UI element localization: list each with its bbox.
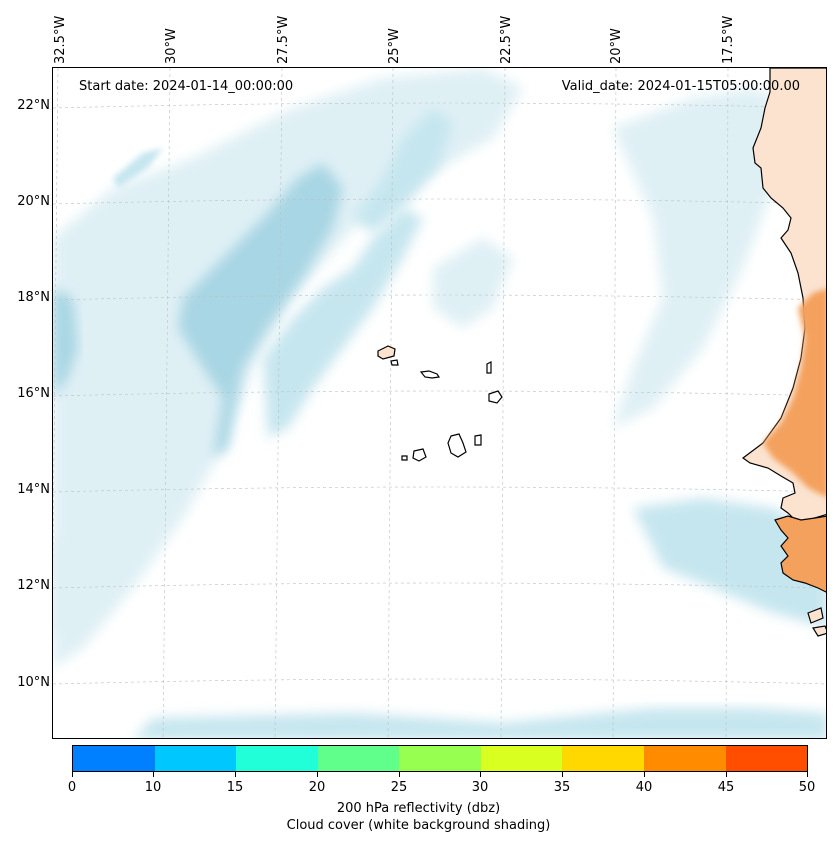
- map-canvas: [53, 68, 826, 738]
- colorbar-segment-8: [725, 746, 808, 771]
- cloud-region-south-east: [633, 498, 826, 628]
- colorbar-tick-45: [726, 772, 727, 777]
- colorbar-segment-4: [399, 746, 481, 771]
- lat-label-18n: 18°N: [17, 290, 50, 305]
- lat-label-20n: 20°N: [17, 194, 50, 209]
- colorbar-tick-label-45: 45: [717, 780, 735, 795]
- colorbar-tick-label-0: 0: [67, 780, 77, 795]
- lon-label-22-5w: 22.5°W: [499, 15, 514, 64]
- colorbar-segment-1: [154, 746, 237, 771]
- colorbar-tick-label-35: 35: [553, 780, 571, 795]
- lon-label-20w: 20°W: [609, 28, 624, 64]
- colorbar-tick-40: [644, 772, 645, 777]
- colorbar-tick-35: [562, 772, 563, 777]
- colorbar-segment-3: [317, 746, 400, 771]
- cloud-region-east: [613, 88, 793, 428]
- lon-label-25w: 25°W: [387, 28, 402, 64]
- map-panel[interactable]: Start date: 2024-01-14_00:00:00 Valid_da…: [52, 67, 827, 739]
- island-sao-nicolau: [419, 370, 441, 379]
- cloud-region-main: [178, 163, 343, 458]
- island-sao-vicente: [390, 359, 399, 366]
- island-fogo: [412, 448, 427, 462]
- colorbar-tick-label-25: 25: [390, 780, 408, 795]
- lat-label-14n: 14°N: [17, 482, 50, 497]
- cloud-region-mid: [433, 238, 513, 328]
- island-maio: [474, 434, 482, 446]
- colorbar-segment-6: [562, 746, 644, 771]
- lon-label-27-5w: 27.5°W: [276, 15, 291, 64]
- colorbar-tick-50: [807, 772, 808, 777]
- colorbar-label-reflectivity: 200 hPa reflectivity (dbz): [336, 801, 501, 816]
- island-boa-vista: [488, 390, 503, 404]
- land-bissagos-islands: [807, 607, 826, 637]
- africa-coast: [741, 68, 826, 637]
- colorbar-tick-25: [399, 772, 400, 777]
- lat-label-10n: 10°N: [17, 675, 50, 690]
- valid-date-label: Valid_date: 2024-01-15T05:00:00.00: [561, 79, 800, 94]
- colorbar-segment-0: [73, 746, 155, 771]
- cloud-region-north-patch: [113, 148, 163, 188]
- reflectivity-colorbar: [72, 745, 808, 772]
- colorbar-tick-10: [153, 772, 154, 777]
- colorbar-tick-label-50: 50: [798, 780, 816, 795]
- colorbar-segment-5: [480, 746, 563, 771]
- lon-label-17-5w: 17.5°W: [721, 15, 736, 64]
- cloud-region-southwest: [53, 468, 173, 638]
- island-sal: [486, 361, 492, 374]
- colorbar-tick-label-40: 40: [635, 780, 653, 795]
- cloud-region-secondary: [263, 208, 423, 438]
- cloud-shading: [53, 68, 826, 738]
- cloud-region-west: [53, 288, 78, 398]
- land-guinea-orange: [774, 515, 826, 593]
- colorbar-tick-30: [480, 772, 481, 777]
- land-senegal-orange: [763, 288, 826, 497]
- gridlines: [53, 68, 826, 738]
- colorbar-tick-label-20: 20: [308, 780, 326, 795]
- cape-verde-islands: [377, 345, 503, 462]
- island-santo-antao: [377, 345, 396, 360]
- start-date-label: Start date: 2024-01-14_00:00:00: [79, 79, 294, 94]
- island-santiago: [447, 433, 467, 458]
- lon-label-30w: 30°W: [164, 28, 179, 64]
- cloud-region-broad: [53, 68, 523, 668]
- colorbar-tick-15: [235, 772, 236, 777]
- island-brava: [401, 455, 408, 461]
- colorbar-tick-20: [317, 772, 318, 777]
- colorbar-tick-0: [72, 772, 73, 777]
- colorbar-tick-label-30: 30: [471, 780, 489, 795]
- cloud-region-upper: [353, 108, 453, 233]
- colorbar-label-cloud-cover: Cloud cover (white background shading): [286, 818, 551, 833]
- lon-label-32-5w: 32.5°W: [53, 15, 68, 64]
- cloud-region-southern-band: [134, 708, 826, 738]
- colorbar-segment-2: [236, 746, 318, 771]
- colorbar-tick-label-15: 15: [226, 780, 244, 795]
- lat-label-16n: 16°N: [17, 386, 50, 401]
- lat-label-12n: 12°N: [17, 578, 50, 593]
- colorbar-segment-7: [643, 746, 726, 771]
- lat-label-22n: 22°N: [17, 98, 50, 113]
- colorbar-tick-label-10: 10: [144, 780, 162, 795]
